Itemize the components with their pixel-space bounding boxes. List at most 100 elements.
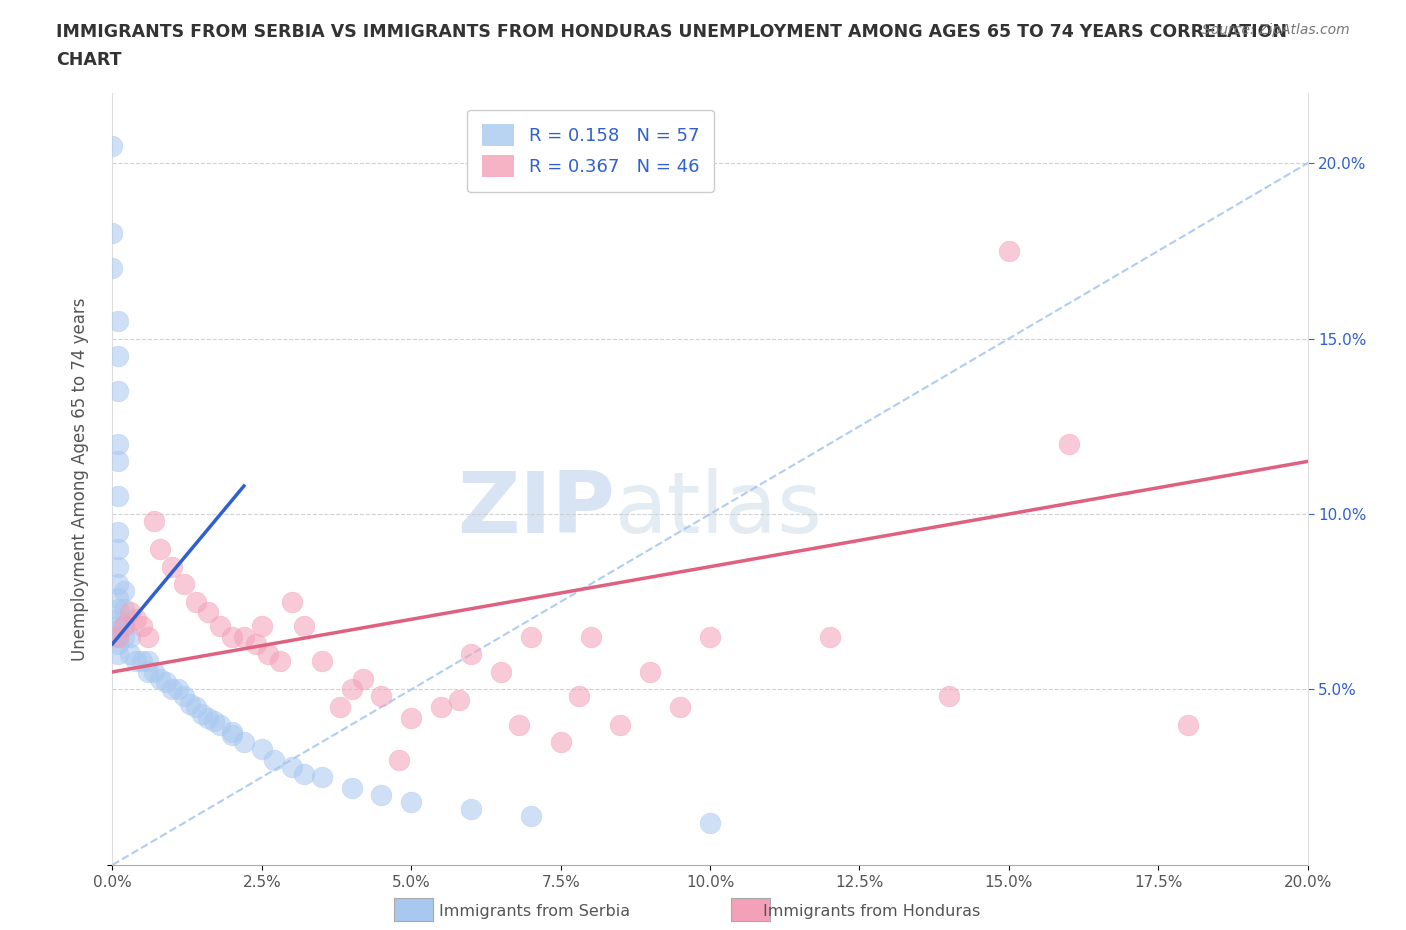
- Point: [107, 436, 129, 451]
- Text: Immigrants from Honduras: Immigrants from Honduras: [763, 904, 980, 919]
- Point: [311, 654, 333, 669]
- Point: [818, 630, 841, 644]
- Point: [269, 654, 291, 669]
- Point: [114, 584, 135, 599]
- Point: [143, 664, 166, 679]
- Point: [197, 604, 219, 619]
- Text: ZIP: ZIP: [457, 469, 614, 551]
- Point: [186, 594, 208, 609]
- Point: [162, 682, 183, 697]
- Point: [508, 717, 530, 732]
- Point: [107, 384, 129, 399]
- Point: [568, 689, 591, 704]
- Point: [179, 696, 201, 711]
- Point: [430, 699, 453, 714]
- Point: [520, 630, 543, 644]
- Point: [938, 689, 960, 704]
- Point: [107, 349, 129, 364]
- Point: [221, 727, 243, 742]
- Point: [1177, 717, 1199, 732]
- Point: [609, 717, 631, 732]
- Point: [1057, 436, 1080, 451]
- Point: [257, 647, 280, 662]
- Point: [107, 525, 129, 539]
- Point: [107, 313, 129, 328]
- Point: [669, 699, 692, 714]
- Point: [209, 618, 232, 633]
- Point: [221, 724, 243, 739]
- Point: [131, 654, 153, 669]
- Point: [149, 541, 172, 556]
- Point: [699, 816, 721, 830]
- Point: [460, 802, 482, 817]
- Point: [640, 664, 662, 679]
- Point: [114, 618, 135, 633]
- Point: [107, 489, 129, 504]
- Point: [120, 630, 142, 644]
- Point: [401, 794, 423, 809]
- Point: [233, 735, 256, 750]
- Point: [250, 742, 273, 757]
- Point: [209, 717, 232, 732]
- Point: [101, 139, 124, 153]
- Point: [114, 630, 135, 644]
- Point: [388, 752, 411, 767]
- Point: [245, 636, 267, 651]
- Point: [292, 618, 315, 633]
- Point: [107, 647, 129, 662]
- Point: [191, 707, 214, 722]
- Point: [125, 612, 148, 627]
- Point: [107, 559, 129, 574]
- Point: [401, 711, 423, 725]
- Point: [579, 630, 602, 644]
- Point: [138, 664, 160, 679]
- Text: CHART: CHART: [56, 51, 122, 69]
- Text: atlas: atlas: [614, 469, 823, 551]
- Point: [292, 766, 315, 781]
- Point: [202, 713, 225, 728]
- Point: [149, 671, 172, 686]
- Point: [107, 612, 129, 627]
- Point: [107, 541, 129, 556]
- Point: [489, 664, 512, 679]
- Point: [550, 735, 572, 750]
- Point: [449, 693, 471, 708]
- Point: [221, 630, 243, 644]
- Point: [107, 591, 129, 605]
- Point: [340, 780, 363, 795]
- Point: [107, 602, 129, 617]
- Point: [281, 759, 304, 774]
- Point: [173, 689, 195, 704]
- Point: [114, 618, 135, 633]
- Point: [120, 647, 142, 662]
- Point: [120, 604, 142, 619]
- Point: [101, 226, 124, 241]
- Point: [107, 454, 129, 469]
- Legend: R = 0.158   N = 57, R = 0.367   N = 46: R = 0.158 N = 57, R = 0.367 N = 46: [467, 110, 714, 192]
- Point: [281, 594, 304, 609]
- Text: Immigrants from Serbia: Immigrants from Serbia: [439, 904, 630, 919]
- Point: [125, 654, 148, 669]
- Point: [131, 618, 153, 633]
- Point: [460, 647, 482, 662]
- Point: [250, 618, 273, 633]
- Point: [311, 770, 333, 785]
- Point: [173, 577, 195, 591]
- Point: [155, 675, 177, 690]
- Point: [107, 622, 129, 637]
- Point: [329, 699, 352, 714]
- Point: [143, 513, 166, 528]
- Text: IMMIGRANTS FROM SERBIA VS IMMIGRANTS FROM HONDURAS UNEMPLOYMENT AMONG AGES 65 TO: IMMIGRANTS FROM SERBIA VS IMMIGRANTS FRO…: [56, 23, 1288, 41]
- Point: [138, 630, 160, 644]
- Point: [186, 699, 208, 714]
- Point: [370, 689, 392, 704]
- Point: [138, 654, 160, 669]
- Point: [998, 244, 1021, 259]
- Point: [114, 602, 135, 617]
- Text: Source: ZipAtlas.com: Source: ZipAtlas.com: [1202, 23, 1350, 37]
- Point: [107, 636, 129, 651]
- Point: [263, 752, 285, 767]
- Point: [233, 630, 256, 644]
- Point: [107, 630, 129, 644]
- Point: [699, 630, 721, 644]
